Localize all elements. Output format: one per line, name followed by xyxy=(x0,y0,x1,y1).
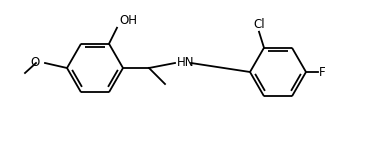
Text: Cl: Cl xyxy=(253,18,265,31)
Text: OH: OH xyxy=(119,14,137,27)
Text: O: O xyxy=(31,57,40,69)
Text: F: F xyxy=(319,66,326,78)
Text: HN: HN xyxy=(177,57,195,69)
